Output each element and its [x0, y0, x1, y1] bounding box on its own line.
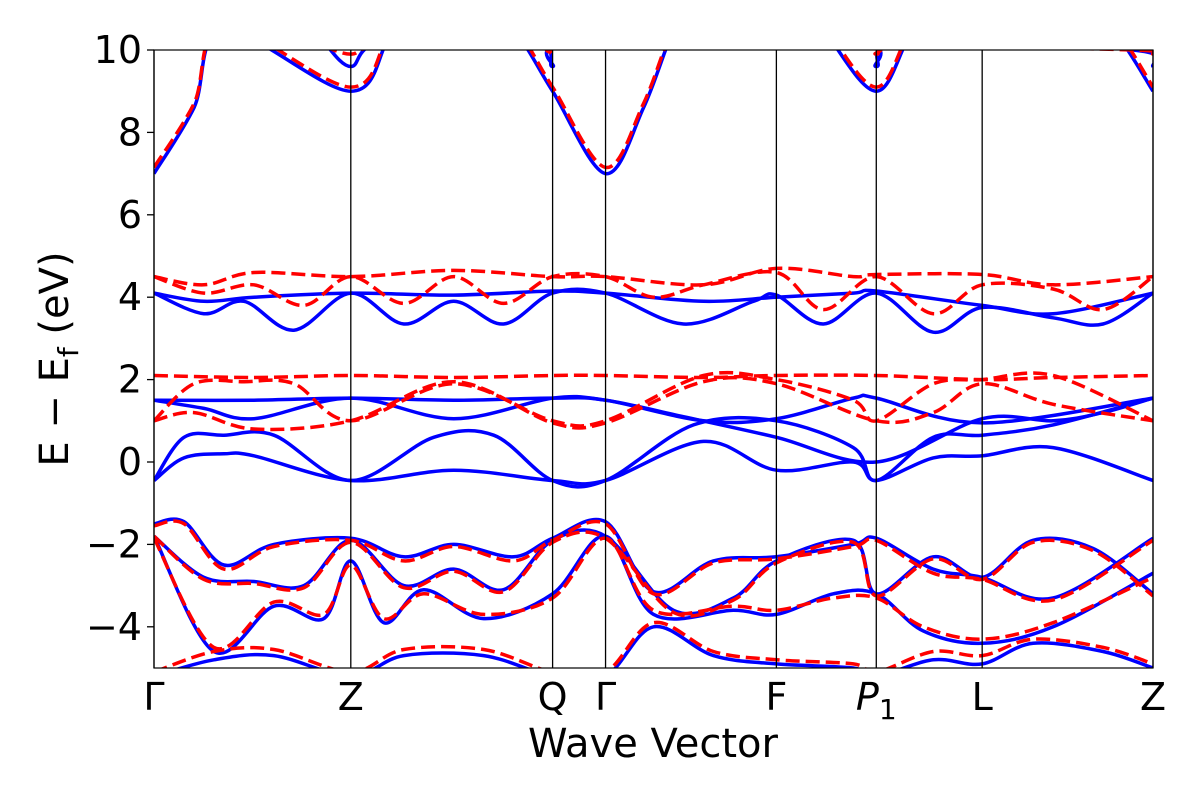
dashed-band-10 [154, 536, 1153, 651]
x-tick-label-8: Z [1140, 675, 1166, 719]
dashed-band-4 [154, 266, 1153, 287]
dashed-band-3 [154, 373, 1153, 382]
solid-band-12 [175, 624, 1153, 668]
dashed-band-2 [154, 375, 1153, 432]
x-axis-label: Wave Vector [528, 721, 779, 767]
y-tick-label-1: −4 [86, 605, 142, 649]
dashed-band-9 [154, 530, 1153, 618]
solid-band-1 [154, 439, 1153, 486]
x-tick-label-5: F [765, 675, 787, 719]
y-tick-label-4: 2 [118, 358, 142, 402]
x-tick-label-2: Z [338, 675, 364, 719]
y-tick-label-3: 0 [118, 440, 142, 484]
x-axis-ticks: Γ Z Q Γ F P1 L Z [143, 675, 1166, 726]
y-axis-label: E − Ef (eV) [32, 251, 85, 466]
plot-frame [153, 49, 1154, 669]
solid-band-5 [154, 287, 1153, 334]
solid-band-11 [154, 534, 1153, 655]
solid-band-2 [154, 396, 1153, 489]
y-tick-label-8: 10 [94, 28, 142, 72]
y-tick-label-6: 6 [118, 193, 142, 237]
y-axis-label-subscript: f [52, 346, 85, 357]
x-tick-label-7: L [972, 675, 993, 719]
dashed-band-8 [154, 519, 1153, 603]
x-tick-label-4: Γ [595, 675, 616, 719]
dashed-band-5 [154, 269, 1153, 316]
solid-band-4 [154, 393, 1153, 425]
plot-background [154, 50, 1153, 668]
y-tick-label-2: −2 [86, 522, 142, 566]
x-tick-label-6: P1 [856, 675, 897, 726]
x-tick-label-3: Q [538, 675, 568, 719]
x-tick-label-1: Γ [143, 675, 164, 719]
y-tick-label-5: 4 [118, 275, 142, 319]
y-axis-ticks: −4 −2 0 2 4 6 8 10 [86, 28, 154, 649]
y-axis-label-main: E − E [32, 357, 78, 467]
y-axis-label-unit: (eV) [32, 251, 78, 347]
y-tick-label-7: 8 [118, 110, 142, 154]
